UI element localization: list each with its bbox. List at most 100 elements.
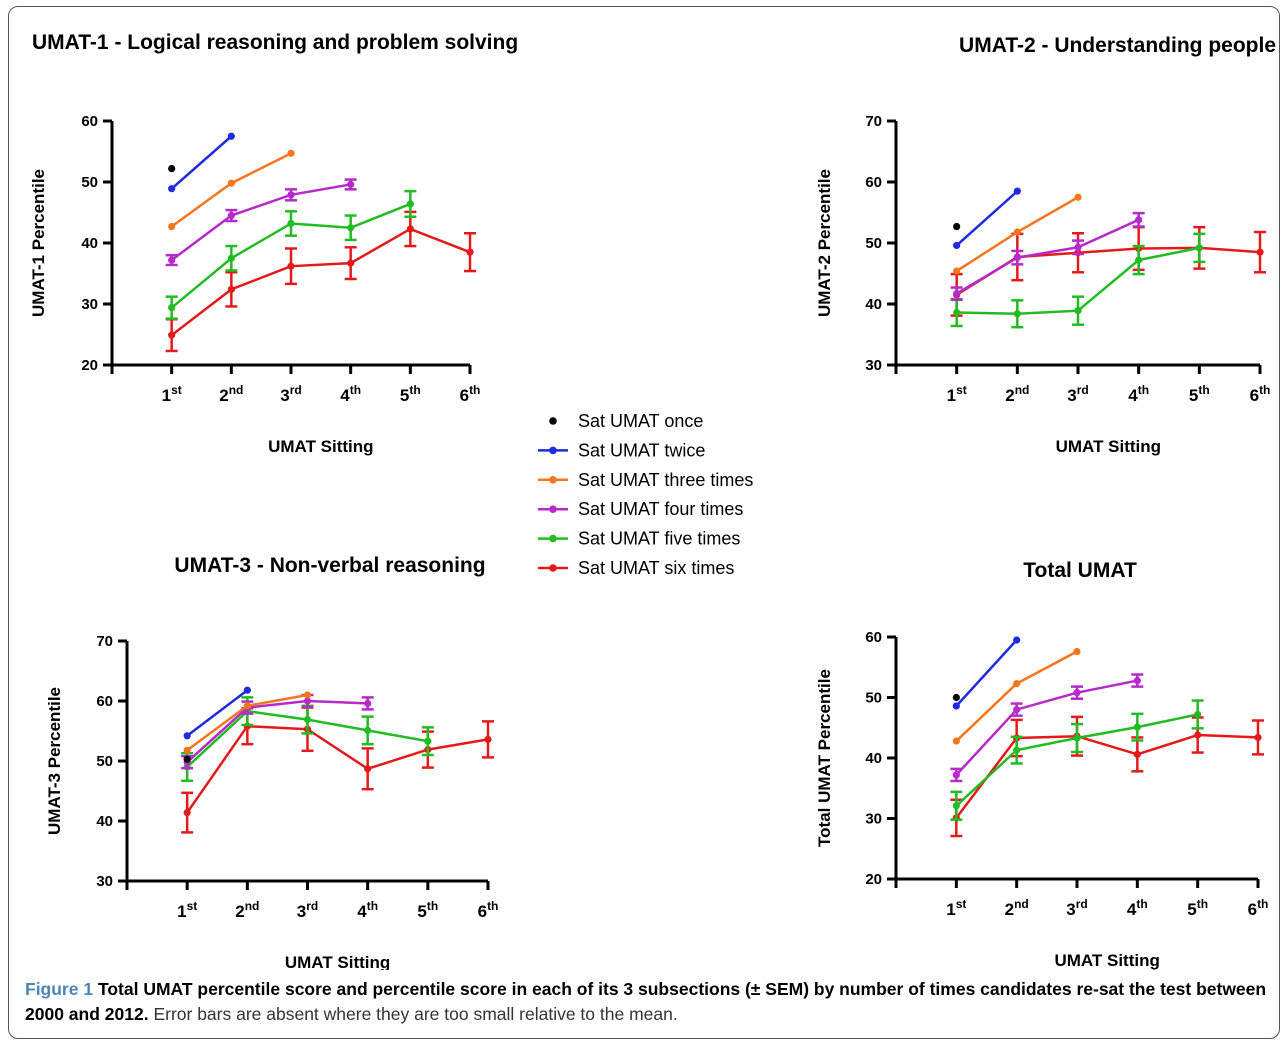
- chart-panel-1: UMAT-1 - Logical reasoning and problem s…: [29, 31, 518, 456]
- data-point: [1013, 679, 1021, 688]
- data-point: [1013, 187, 1021, 195]
- y-tick-label: 70: [96, 633, 113, 650]
- series-sat-umat-six-times: [181, 706, 494, 834]
- data-point: [952, 693, 960, 702]
- data-point: [1013, 706, 1021, 714]
- legend-entry: Sat UMAT twice: [538, 440, 705, 460]
- series-sat-umat-four-times: [950, 211, 1145, 301]
- data-point: [227, 285, 235, 293]
- y-tick-label: 60: [865, 174, 882, 191]
- data-point: [952, 702, 960, 710]
- y-tick-label: 70: [865, 113, 882, 130]
- chart-title: Total UMAT: [1023, 559, 1137, 582]
- figure-canvas: UMAT-1 - Logical reasoning and problem s…: [29, 31, 1276, 970]
- legend-label: Sat UMAT once: [578, 411, 703, 431]
- legend-marker: [549, 476, 557, 484]
- x-tick-label: 1st: [162, 383, 182, 405]
- figure-frame: [8, 6, 1280, 1039]
- data-point: [952, 737, 960, 745]
- series-line: [170, 135, 233, 190]
- series-sat-umat-twice: [168, 132, 235, 193]
- x-tick-label: 5th: [1187, 897, 1208, 919]
- data-point: [1135, 256, 1143, 264]
- x-tick-label: 1st: [947, 383, 967, 405]
- data-point: [243, 686, 251, 694]
- y-tick-label: 20: [865, 871, 882, 888]
- data-point: [1073, 647, 1081, 656]
- x-tick-label: 3rd: [1066, 897, 1087, 919]
- caption-figure-label: Figure 1: [25, 979, 94, 999]
- data-point: [227, 211, 235, 220]
- y-tick-label: 60: [865, 629, 882, 646]
- series-sat-umat-four-times: [181, 693, 374, 770]
- legend-entry: Sat UMAT three times: [538, 470, 753, 490]
- series-line: [170, 227, 471, 337]
- series-sat-umat-once: [183, 755, 191, 763]
- data-point: [287, 262, 295, 270]
- data-point: [1133, 676, 1141, 685]
- series-line: [186, 724, 489, 814]
- data-point: [183, 746, 191, 754]
- y-tick-label: 60: [81, 113, 98, 130]
- data-point: [406, 200, 414, 208]
- data-point: [287, 191, 295, 199]
- series-sat-umat-four-times: [165, 178, 357, 267]
- series-sat-umat-six-times: [950, 225, 1266, 317]
- x-tick-label: 6th: [478, 899, 499, 921]
- legend-marker: [549, 564, 557, 572]
- data-point: [347, 180, 355, 189]
- y-tick-label: 30: [96, 873, 113, 890]
- legend-entry: Sat UMAT six times: [538, 558, 734, 578]
- data-point: [406, 225, 414, 233]
- chart-title: UMAT-2 - Understanding people: [959, 34, 1276, 57]
- y-tick-label: 30: [865, 357, 882, 374]
- series-line: [955, 679, 1138, 776]
- legend-marker: [549, 417, 557, 425]
- series-sat-umat-three-times: [183, 691, 312, 754]
- x-axis-label: UMAT Sitting: [285, 953, 390, 970]
- x-tick-label: 3rd: [297, 899, 318, 921]
- legend-marker: [549, 446, 557, 455]
- x-axis-label: UMAT Sitting: [1056, 437, 1161, 456]
- legend-label: Sat UMAT twice: [578, 440, 705, 460]
- y-tick-label: 40: [865, 750, 882, 767]
- data-point: [1013, 310, 1021, 318]
- legend-label: Sat UMAT four times: [578, 499, 743, 519]
- data-point: [1135, 216, 1143, 224]
- series-line: [956, 218, 1140, 295]
- data-point: [227, 179, 235, 187]
- x-tick-label: 2nd: [219, 383, 243, 405]
- data-point: [953, 222, 961, 231]
- series-line: [170, 183, 351, 262]
- data-point: [168, 256, 176, 264]
- chart-panel-2: UMAT-2 - Understanding people 30 40 50 60 70 1…: [815, 34, 1276, 456]
- chart-panel-3: UMAT-3 - Non-verbal reasoning 30 40 50 60 70 1…: [45, 554, 498, 970]
- x-tick-label: 3rd: [280, 383, 301, 405]
- caption-bold-text: Total UMAT percentile score and percenti…: [25, 979, 1267, 1024]
- x-tick-label: 6th: [1250, 383, 1271, 405]
- legend-entry: Sat UMAT once: [549, 411, 703, 431]
- y-axis-label: UMAT-2 Percentile: [815, 169, 834, 317]
- series-line: [955, 639, 1018, 707]
- data-point: [1256, 248, 1264, 256]
- series-line: [186, 699, 368, 764]
- y-tick-label: 40: [81, 235, 98, 252]
- data-point: [424, 737, 432, 745]
- chart-panel-4: Total UMAT 20 30 40 50 60 1st 2nd 3rd 4th 5th 6th UM…: [815, 559, 1268, 970]
- data-point: [1074, 193, 1082, 201]
- data-point: [1133, 723, 1141, 731]
- series-line: [955, 733, 1259, 819]
- series-line: [956, 246, 1261, 296]
- data-point: [953, 308, 961, 317]
- x-tick-label: 3rd: [1067, 383, 1088, 405]
- y-axis-label: Total UMAT Percentile: [815, 669, 834, 847]
- data-point: [1133, 750, 1141, 758]
- y-tick-label: 30: [81, 296, 98, 313]
- data-point: [168, 304, 176, 312]
- y-tick-label: 60: [96, 693, 113, 710]
- x-tick-label: 4th: [357, 899, 378, 921]
- data-point: [168, 222, 176, 231]
- data-point: [287, 149, 295, 157]
- data-point: [1013, 746, 1021, 754]
- y-tick-label: 50: [865, 235, 882, 252]
